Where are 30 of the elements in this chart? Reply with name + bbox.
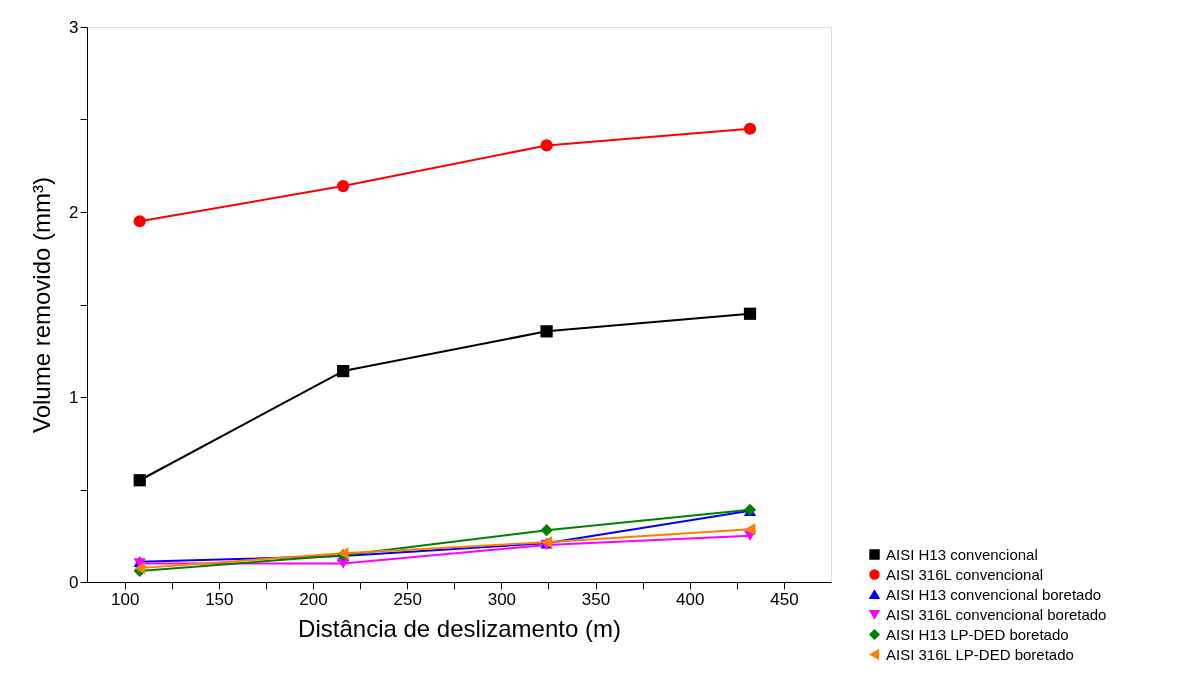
x-tick-label: 450 <box>770 589 799 609</box>
point <box>744 523 756 536</box>
y-tick-label: 2 <box>69 202 79 222</box>
x-tick-label: 250 <box>393 589 422 609</box>
point <box>743 307 757 320</box>
x-tick-label: 350 <box>581 589 611 609</box>
legend-label: AISI H13 LP-DED boretado <box>886 625 1069 643</box>
point <box>540 325 553 338</box>
x-tick-label: 300 <box>487 589 517 609</box>
point <box>133 215 146 228</box>
point <box>540 139 553 152</box>
legend-label: AISI H13 convencional <box>886 545 1038 563</box>
y-tick-label: 1 <box>69 387 79 407</box>
y-axis-title: Volume removido (mm³) <box>28 176 56 434</box>
x-axis-title: Distância de deslizamento (m) <box>298 614 621 642</box>
legend-label: AISI H13 convencional boretado <box>886 585 1102 603</box>
x-tick-label: 200 <box>299 589 328 609</box>
x-tick-label: 150 <box>205 589 234 609</box>
y-tick-label: 3 <box>69 17 79 37</box>
point <box>540 524 553 537</box>
point <box>133 474 146 487</box>
point <box>337 179 350 193</box>
legend-label: AISI 316L convencional <box>886 565 1044 583</box>
legend-label: AISI 316L LP-DED boretado <box>886 645 1074 663</box>
x-tick-label: 100 <box>110 589 140 609</box>
x-tick-label: 400 <box>676 589 705 609</box>
y-tick-label: 0 <box>69 572 79 592</box>
legend-label: AISI 316L convencional boretado <box>886 605 1107 623</box>
point <box>743 122 757 135</box>
point <box>337 364 350 378</box>
